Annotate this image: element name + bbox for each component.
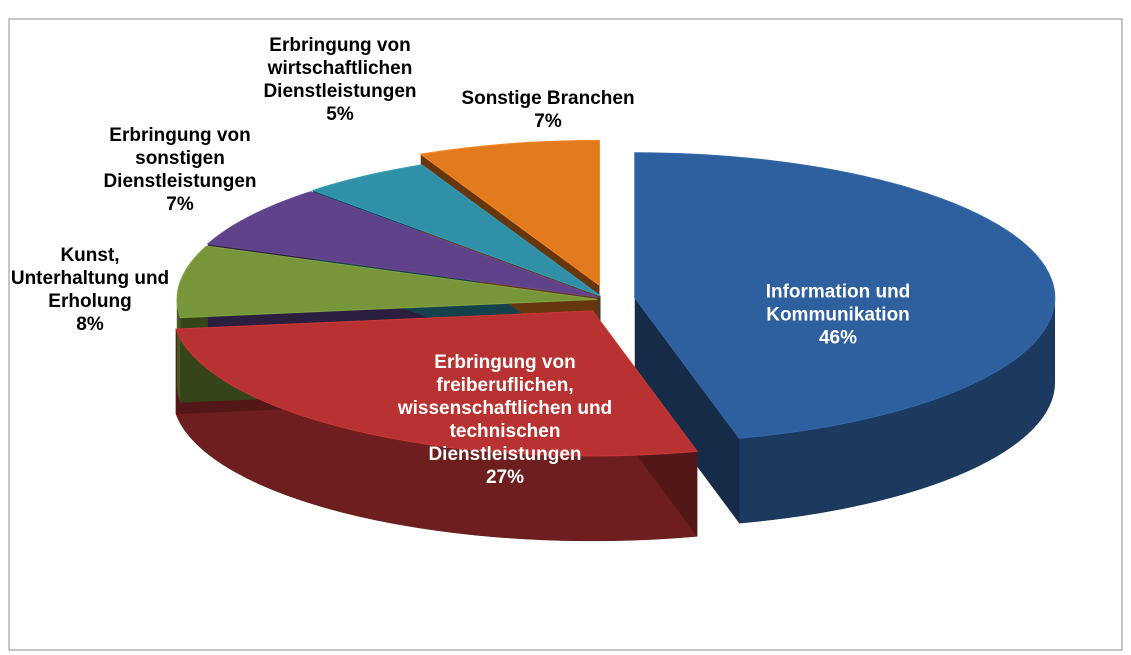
value-label: 27% bbox=[485, 467, 525, 488]
value-label: 7% bbox=[534, 111, 562, 132]
data-label: Sonstige Branchen 7% bbox=[428, 87, 668, 133]
slice bbox=[419, 139, 601, 287]
category-label: Erbringung von freiberuflichen, wissensc… bbox=[397, 352, 613, 465]
value-label: 5% bbox=[326, 104, 354, 125]
data-label: Information und Kommunikation 46% bbox=[723, 281, 953, 350]
category-label: Erbringung von sonstigen Dienstleistunge… bbox=[103, 125, 257, 192]
category-label: Sonstige Branchen bbox=[461, 88, 635, 109]
data-label: Erbringung von wirtschaftlichen Dienstle… bbox=[240, 34, 440, 126]
value-label: 7% bbox=[166, 194, 194, 215]
slice bbox=[175, 310, 699, 457]
category-label: Erbringung von wirtschaftlichen Dienstle… bbox=[263, 35, 417, 102]
category-label: Information und Kommunikation bbox=[765, 281, 911, 326]
data-label: Kunst, Unterhaltung und Erholung 8% bbox=[5, 244, 175, 336]
slice bbox=[206, 191, 599, 298]
category-label: Kunst, Unterhaltung und Erholung bbox=[10, 245, 170, 312]
value-label: 46% bbox=[818, 327, 858, 349]
slice bbox=[176, 245, 598, 319]
slice bbox=[311, 164, 601, 297]
slice-cut bbox=[634, 297, 740, 524]
data-label: Erbringung von freiberuflichen, wissensc… bbox=[380, 351, 630, 489]
data-label: Erbringung von sonstigen Dienstleistunge… bbox=[75, 124, 285, 216]
slice bbox=[634, 152, 1056, 439]
value-label: 8% bbox=[76, 314, 104, 335]
